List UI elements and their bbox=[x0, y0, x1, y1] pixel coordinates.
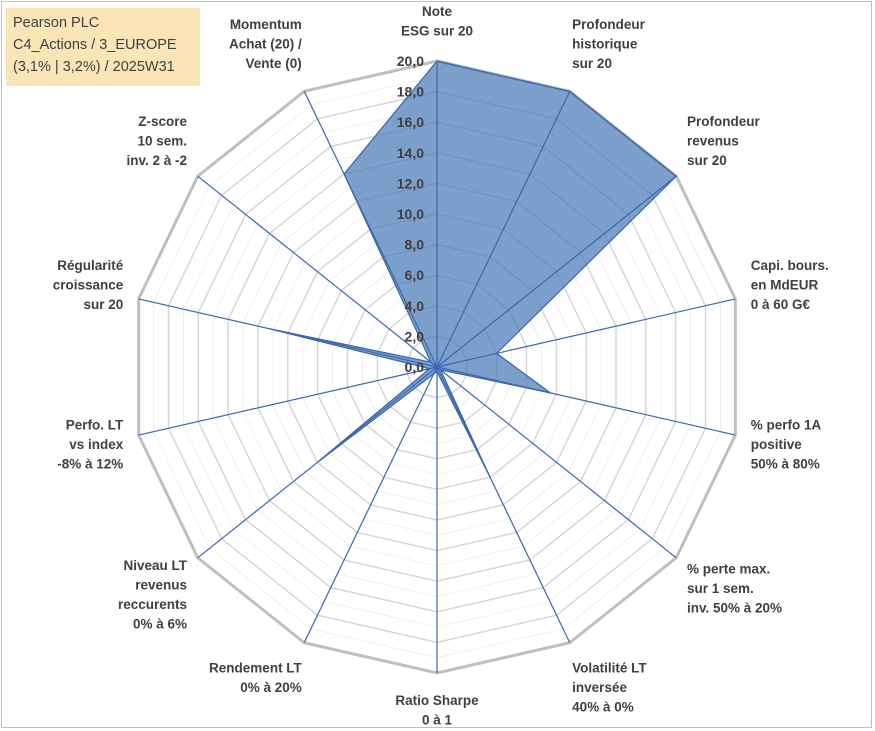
axis-spoke bbox=[303, 366, 438, 643]
axis-spoke bbox=[138, 366, 438, 436]
axis-spoke bbox=[436, 366, 677, 559]
category-label-line: Niveau LT bbox=[123, 558, 187, 573]
category-label: Rendement LT 0% à 20% bbox=[209, 660, 303, 695]
category-label-line: Momentum bbox=[230, 17, 302, 32]
category-label-line: historique bbox=[572, 37, 638, 52]
category-label-line: sur 20 bbox=[687, 153, 727, 168]
category-label-line: % perfo 1A bbox=[751, 418, 822, 433]
category-label-line: 10 sem. bbox=[137, 133, 187, 148]
chart-header: Pearson PLC C4_Actions / 3_EUROPE (3,1% … bbox=[6, 8, 200, 86]
axis-spoke bbox=[436, 91, 571, 368]
category-label-line: Rendement LT bbox=[209, 660, 303, 675]
category-label: Niveau LT revenus reccurents 0% à 6% bbox=[118, 558, 188, 632]
category-label: % perfo 1A positive 50% à 80% bbox=[751, 418, 822, 472]
category-label-line: sur 20 bbox=[83, 297, 123, 312]
category-label: Volatilité LT inversée 40% à 0% bbox=[572, 660, 647, 714]
category-label-line: 0 à 1 bbox=[422, 713, 453, 728]
category-label-line: Vente (0) bbox=[246, 56, 302, 71]
tick-label: 20,0 bbox=[397, 53, 424, 69]
header-category: C4_Actions / 3_EUROPE bbox=[13, 37, 177, 53]
category-label-line: sur 20 bbox=[572, 56, 612, 71]
header-company: Pearson PLC bbox=[13, 15, 100, 31]
axis-spoke bbox=[436, 366, 571, 643]
tick-label: 14,0 bbox=[397, 145, 424, 161]
category-label-line: 0 à 60 G€ bbox=[751, 297, 811, 312]
category-label-line: Volatilité LT bbox=[572, 660, 647, 675]
tick-label: 16,0 bbox=[397, 114, 424, 130]
category-label: Z-score 10 sem. inv. 2 à -2 bbox=[126, 114, 187, 168]
tick-label: 18,0 bbox=[397, 84, 424, 100]
category-label-line: 50% à 80% bbox=[751, 457, 820, 472]
category-label-line: vs index bbox=[69, 437, 124, 452]
category-label: Momentum Achat (20) / Vente (0) bbox=[229, 17, 302, 71]
category-label-line: revenus bbox=[135, 578, 187, 593]
category-label-line: en MdEUR bbox=[751, 277, 819, 292]
axis-spoke bbox=[197, 175, 438, 368]
category-label-line: Z-score bbox=[138, 114, 187, 129]
tick-label: 0,0 bbox=[405, 359, 425, 375]
category-label-line: reccurents bbox=[118, 597, 187, 612]
tick-label: 12,0 bbox=[397, 175, 424, 191]
tick-layer: 0,0 2,0 4,0 6,0 8,0 10,0 12,0 14,0 16,0 18,0 20,0 bbox=[397, 53, 424, 375]
tick-label: 10,0 bbox=[397, 206, 424, 222]
category-label-line: -8% à 12% bbox=[57, 457, 123, 472]
category-label-line: positive bbox=[751, 437, 803, 452]
category-label: Capi. bours. en MdEUR 0 à 60 G€ bbox=[751, 258, 829, 312]
category-label: Régularité croissance sur 20 bbox=[53, 258, 124, 312]
category-label: Note ESG sur 20 bbox=[401, 4, 473, 39]
category-label-line: Note bbox=[422, 4, 452, 19]
category-label-line: inv. 2 à -2 bbox=[126, 153, 187, 168]
category-label: Perfo. LT vs index -8% à 12% bbox=[57, 418, 124, 472]
axis-spoke bbox=[436, 366, 736, 436]
category-label-line: inv. 50% à 20% bbox=[687, 601, 782, 616]
category-label-line: % perte max. bbox=[687, 562, 770, 577]
axis-spoke bbox=[436, 298, 736, 368]
category-label-line: Capi. bours. bbox=[751, 258, 829, 273]
axis-spoke bbox=[303, 91, 438, 368]
category-label: Ratio Sharpe 0 à 1 bbox=[395, 693, 479, 728]
category-label: Profondeur revenus sur 20 bbox=[687, 114, 760, 168]
category-label-line: inversée bbox=[572, 680, 627, 695]
axis-spoke bbox=[197, 366, 438, 559]
category-label-line: Régularité bbox=[57, 258, 124, 273]
category-label-line: Achat (20) / bbox=[229, 37, 302, 52]
header-period: (3,1% | 3,2%) / 2025W31 bbox=[13, 59, 175, 75]
tick-label: 6,0 bbox=[405, 267, 425, 283]
label-layer: Note ESG sur 20 Profondeur historique sur 20… bbox=[53, 4, 829, 728]
axis-spoke bbox=[138, 298, 438, 368]
category-label-line: Profondeur bbox=[687, 114, 760, 129]
category-label-line: croissance bbox=[53, 277, 124, 292]
category-label-line: Perfo. LT bbox=[66, 418, 124, 433]
category-label-line: revenus bbox=[687, 133, 739, 148]
category-label-line: 0% à 6% bbox=[133, 617, 187, 632]
category-label-line: Ratio Sharpe bbox=[395, 693, 479, 708]
category-label-line: 0% à 20% bbox=[240, 680, 302, 695]
tick-label: 4,0 bbox=[405, 298, 425, 314]
category-label: Profondeur historique sur 20 bbox=[572, 17, 645, 71]
tick-label: 8,0 bbox=[405, 237, 425, 253]
axis-layer bbox=[138, 61, 736, 673]
category-label-line: sur 1 sem. bbox=[687, 581, 754, 596]
category-label-line: 40% à 0% bbox=[572, 699, 634, 714]
category-label-line: ESG sur 20 bbox=[401, 24, 473, 39]
category-label: % perte max. sur 1 sem. inv. 50% à 20% bbox=[687, 562, 782, 616]
tick-label: 2,0 bbox=[405, 328, 425, 344]
axis-spoke bbox=[436, 175, 677, 368]
category-label-line: Profondeur bbox=[572, 17, 645, 32]
